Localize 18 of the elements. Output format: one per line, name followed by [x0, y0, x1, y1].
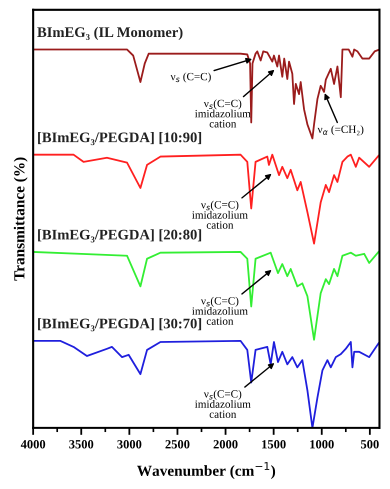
annotation: ν$_{s}$(C=C) imidazolium cation — [192, 200, 248, 229]
series-label: [BImEG₃/PEGDA] [10:90] — [38, 132, 202, 146]
x-tick-label: 2000 — [214, 440, 238, 448]
x-tick-label: 1000 — [310, 440, 334, 448]
series-label: BImEG₃ (IL Monomer) — [37, 26, 183, 40]
annotation: ν$_{s}$(C=C) imidazolium cation — [194, 390, 251, 418]
x-tick-label: 1500 — [262, 440, 286, 448]
x-tick-label: 2500 — [165, 440, 190, 448]
series-label: [BImEG₃/PEGDA] [30:70] — [38, 318, 202, 332]
x-tick-label: 3500 — [69, 440, 94, 448]
series-label: [BImEG₃/PEGDA] [20:80] — [38, 229, 202, 242]
x-tick-label: 4000 — [20, 440, 46, 448]
x-axis-title: Wavenumber (cm$^{−1}$) — [137, 462, 276, 480]
annotation: ν$_{α}$ (=CH₂) — [318, 125, 364, 136]
x-tick-label: 3000 — [117, 440, 142, 448]
y-axis-title: Transmittance (%) — [14, 157, 28, 281]
annotation: ν$_{s}$ (C=C) — [170, 72, 211, 83]
x-tick-label: 500 — [360, 440, 379, 448]
